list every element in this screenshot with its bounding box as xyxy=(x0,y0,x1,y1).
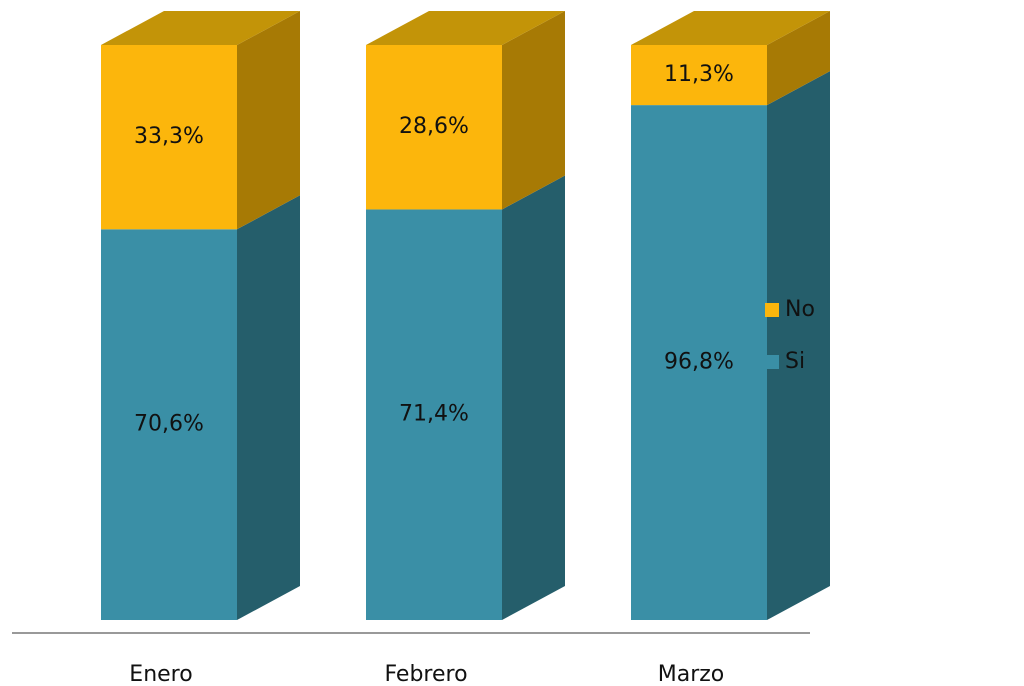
bar-segment xyxy=(366,209,502,620)
bar-segment xyxy=(366,45,502,210)
bar-top xyxy=(101,11,300,45)
bar-segment xyxy=(101,229,237,620)
data-label: 28,6% xyxy=(399,114,469,139)
bar-segment xyxy=(631,105,767,620)
x-tick-label: Marzo xyxy=(658,662,725,686)
bar-side xyxy=(237,11,300,230)
x-tick-label: Enero xyxy=(129,662,192,686)
data-label: 33,3% xyxy=(134,124,204,149)
data-label: 11,3% xyxy=(664,62,734,87)
legend-label: Si xyxy=(785,349,805,374)
bar-side xyxy=(767,11,830,106)
bar-side xyxy=(502,175,565,620)
bar-top xyxy=(631,11,830,45)
legend-label: No xyxy=(785,297,815,322)
legend-swatch xyxy=(765,303,779,317)
x-tick-label: Febrero xyxy=(384,662,467,686)
bar-top xyxy=(366,11,565,45)
bar-side xyxy=(502,11,565,210)
bar-segment xyxy=(631,45,767,106)
bar-side xyxy=(237,195,300,620)
legend-swatch xyxy=(765,355,779,369)
data-label: 96,8% xyxy=(664,350,734,375)
bar-side xyxy=(767,71,830,620)
data-label: 70,6% xyxy=(134,412,204,437)
data-label: 71,4% xyxy=(399,402,469,427)
bar-segment xyxy=(101,45,237,230)
